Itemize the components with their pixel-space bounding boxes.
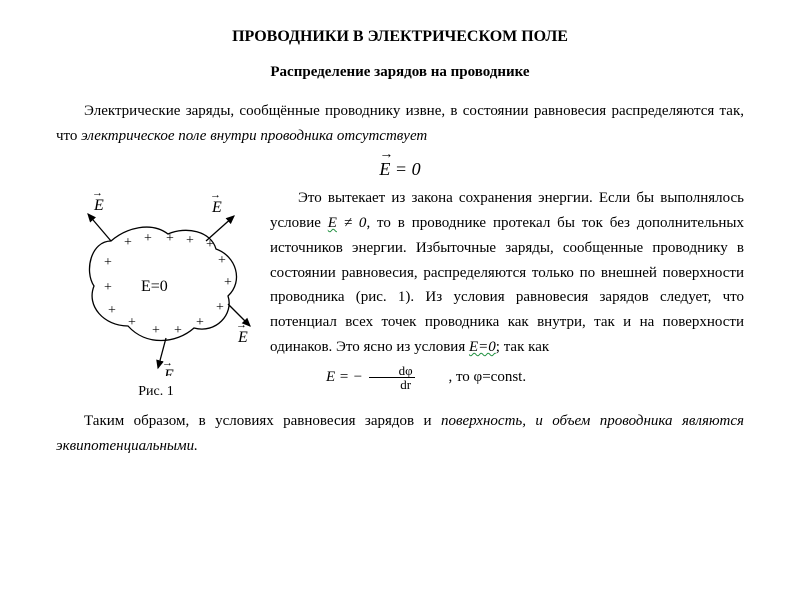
equation-derivative-line: E = − dφ dr , то φ=const. xyxy=(270,364,744,392)
body-p1d: ; так как xyxy=(496,339,549,355)
conductor-diagram: +++++++++++++++E=0E→E→E→E→ xyxy=(56,186,256,376)
eq-numerator: dφ xyxy=(369,364,415,379)
eq-lead: E = − xyxy=(298,365,363,390)
svg-text:+: + xyxy=(224,275,232,290)
eq-tail: , то φ=const. xyxy=(420,365,526,390)
svg-text:+: + xyxy=(108,303,116,318)
svg-text:→: → xyxy=(236,319,247,331)
body-text-column: Это вытекает из закона сохранения энерги… xyxy=(270,186,744,392)
figure-text-row: +++++++++++++++E=0E→E→E→E→ Рис. 1 Это вы… xyxy=(56,186,744,403)
svg-text:+: + xyxy=(216,300,224,315)
figure-caption: Рис. 1 xyxy=(56,380,256,403)
svg-text:E: E xyxy=(211,199,222,216)
vector-E: E xyxy=(379,155,390,185)
svg-text:E=0: E=0 xyxy=(141,278,168,295)
svg-text:+: + xyxy=(174,323,182,338)
figure-column: +++++++++++++++E=0E→E→E→E→ Рис. 1 xyxy=(56,186,256,403)
svg-text:E: E xyxy=(93,197,104,214)
equation-E-zero: E = 0 xyxy=(56,155,744,185)
wavy-E: E xyxy=(328,215,337,231)
document-page: ПРОВОДНИКИ В ЭЛЕКТРИЧЕСКОМ ПОЛЕ Распреде… xyxy=(0,0,800,600)
intro-paragraph: Электрические заряды, сообщённые проводн… xyxy=(56,99,744,149)
title-sub: Распределение зарядов на проводнике xyxy=(56,60,744,85)
svg-text:E: E xyxy=(237,329,248,346)
body-paragraph: Это вытекает из закона сохранения энерги… xyxy=(270,186,744,359)
svg-text:+: + xyxy=(196,315,204,330)
svg-text:+: + xyxy=(104,280,112,295)
neq-zero: ≠ 0 xyxy=(337,215,366,231)
svg-text:→: → xyxy=(92,187,103,199)
body-p1c: , то в проводнике протекал бы ток без до… xyxy=(270,215,744,355)
eq-fraction: dφ dr xyxy=(369,364,415,392)
svg-text:+: + xyxy=(128,315,136,330)
svg-text:+: + xyxy=(218,253,226,268)
svg-text:+: + xyxy=(166,231,174,246)
conclusion-paragraph: Таким образом, в условиях равновесия зар… xyxy=(56,409,744,459)
svg-text:+: + xyxy=(124,235,132,250)
svg-text:→: → xyxy=(210,189,221,201)
title-main: ПРОВОДНИКИ В ЭЛЕКТРИЧЕСКОМ ПОЛЕ xyxy=(56,24,744,50)
svg-text:+: + xyxy=(144,231,152,246)
svg-text:+: + xyxy=(186,233,194,248)
svg-text:+: + xyxy=(152,323,160,338)
intro-italic: электрическое поле внутри проводника отс… xyxy=(81,128,427,144)
wavy-E0: E=0 xyxy=(469,339,496,355)
conclusion-a: Таким образом, в условиях равновесия зар… xyxy=(84,413,441,429)
svg-text:→: → xyxy=(162,357,173,369)
eq-denominator: dr xyxy=(369,378,415,392)
equals-zero: = 0 xyxy=(390,159,420,179)
svg-text:+: + xyxy=(104,255,112,270)
